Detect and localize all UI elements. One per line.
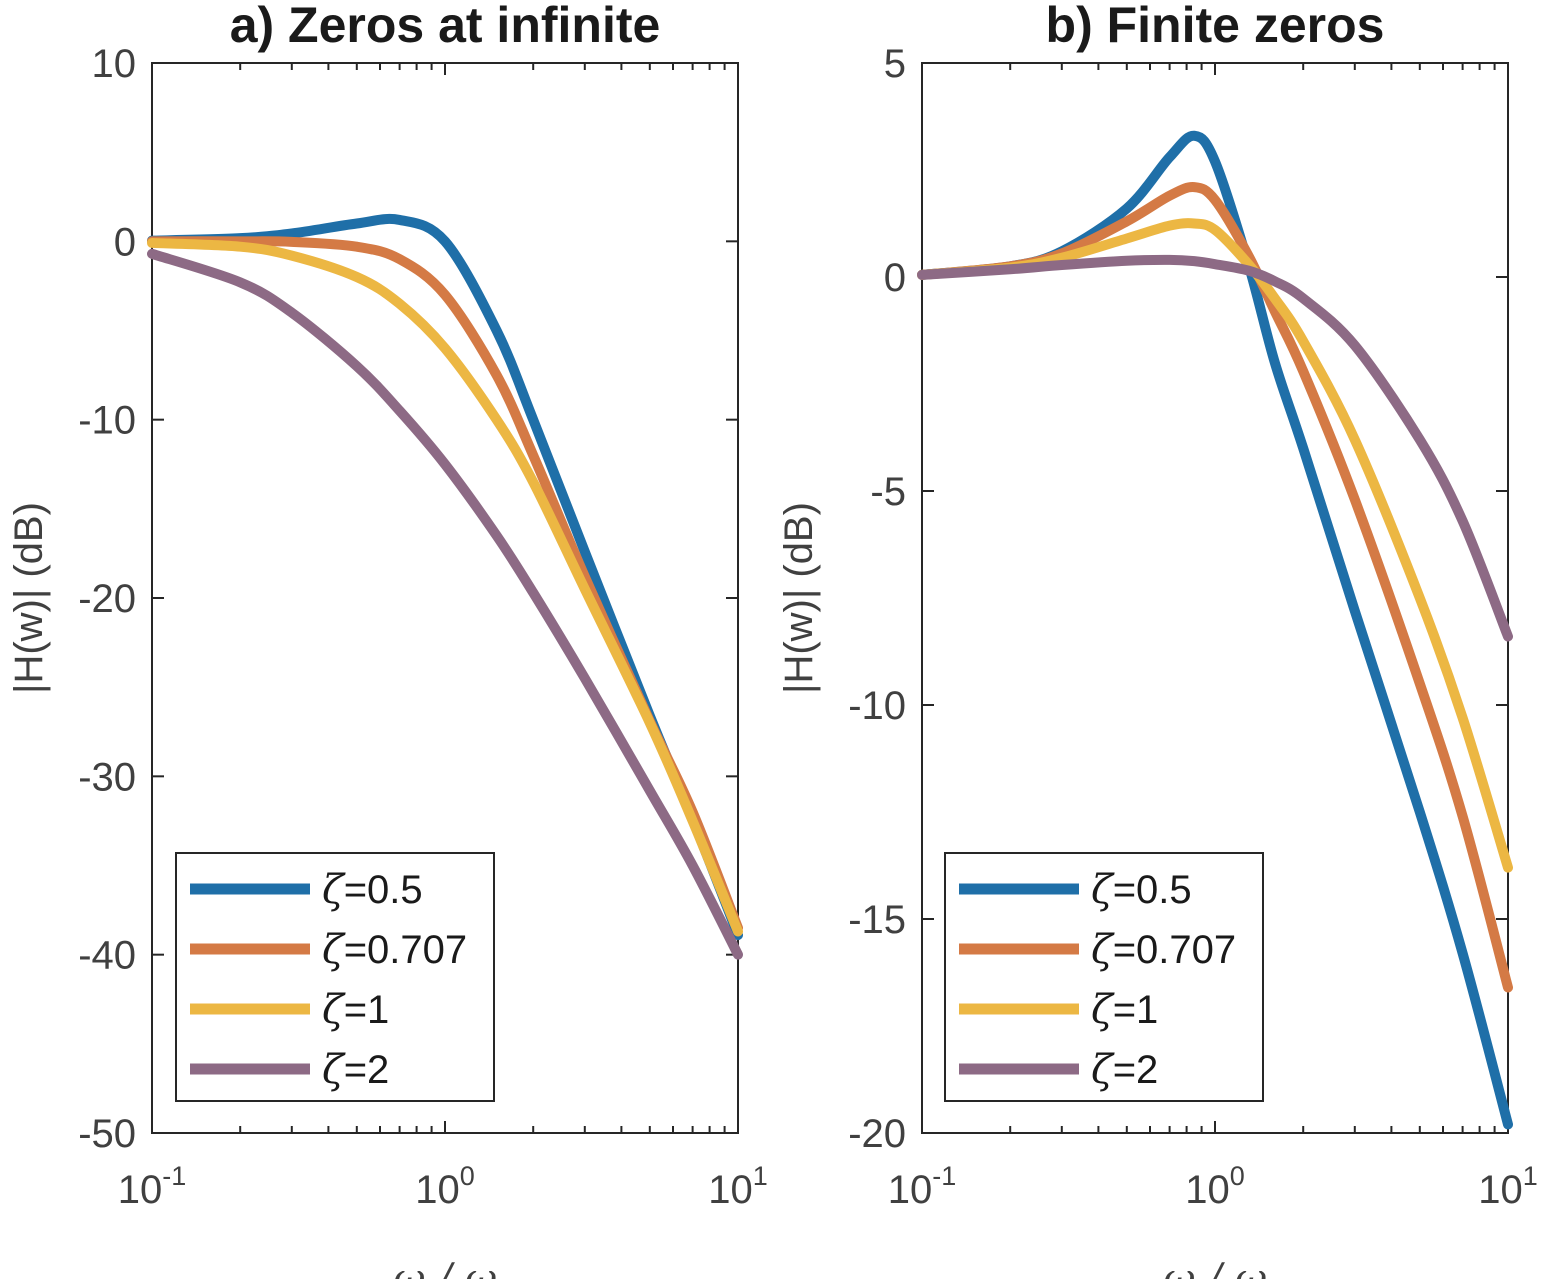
legend-label: ζ=0.5 xyxy=(322,867,423,913)
legend-label: ζ=2 xyxy=(322,1047,389,1093)
y-tick-label: -30 xyxy=(78,755,136,799)
y-axis-label: |H(w)| (dB) xyxy=(7,502,51,694)
y-tick-label: -20 xyxy=(848,1112,906,1156)
legend: ζ=0.5 ζ=0.707 ζ=1 ζ=2 xyxy=(175,852,495,1102)
legend-label: ζ=0.707 xyxy=(1091,927,1236,973)
x-axis-label: ω / ω xyxy=(393,1256,497,1279)
x-tick-label: 101 xyxy=(1478,1161,1538,1212)
series-line xyxy=(147,248,743,960)
series-line xyxy=(147,237,743,937)
legend-label: ζ=1 xyxy=(1091,987,1158,1033)
panel-b: 5 0 -5 -10 -15 -20 10-1 100 101 b) Finite zeros |H… xyxy=(777,0,1538,1279)
x-tick-label: 10-1 xyxy=(118,1161,187,1212)
y-tick-label: 10 xyxy=(92,42,137,86)
series-line xyxy=(917,218,1513,873)
series-line xyxy=(917,130,1513,1130)
y-tick-label: 0 xyxy=(884,256,906,300)
legend-label: ζ=0.707 xyxy=(322,927,467,973)
x-tick-label: 10-1 xyxy=(888,1161,957,1212)
y-tick-label: -5 xyxy=(870,470,906,514)
y-tick-label: -20 xyxy=(78,577,136,621)
chart-title: b) Finite zeros xyxy=(1046,0,1385,53)
x-tick-label: 100 xyxy=(1185,1161,1245,1212)
series-line xyxy=(917,254,1513,642)
legend: ζ=0.5 ζ=0.707 ζ=1 ζ=2 xyxy=(944,852,1264,1102)
y-tick-label: -50 xyxy=(78,1112,136,1156)
y-tick-label: -15 xyxy=(848,898,906,942)
y-tick-label: -10 xyxy=(848,684,906,728)
legend-label: ζ=0.5 xyxy=(1091,867,1192,913)
y-tick-label: 5 xyxy=(884,42,906,86)
x-axis-label: ω / ω xyxy=(1163,1256,1267,1279)
legend-label: ζ=2 xyxy=(1091,1047,1158,1093)
y-axis-label: |H(w)| (dB) xyxy=(777,502,821,694)
legend-label: ζ=1 xyxy=(322,987,389,1033)
chart-title: a) Zeros at infinite xyxy=(230,0,661,53)
y-tick-label: -10 xyxy=(78,399,136,443)
y-tick-label: 0 xyxy=(114,220,136,264)
x-tick-label: 100 xyxy=(415,1161,475,1212)
y-tick-label: -40 xyxy=(78,934,136,978)
series-line xyxy=(147,213,743,941)
x-tick-label: 101 xyxy=(708,1161,768,1212)
